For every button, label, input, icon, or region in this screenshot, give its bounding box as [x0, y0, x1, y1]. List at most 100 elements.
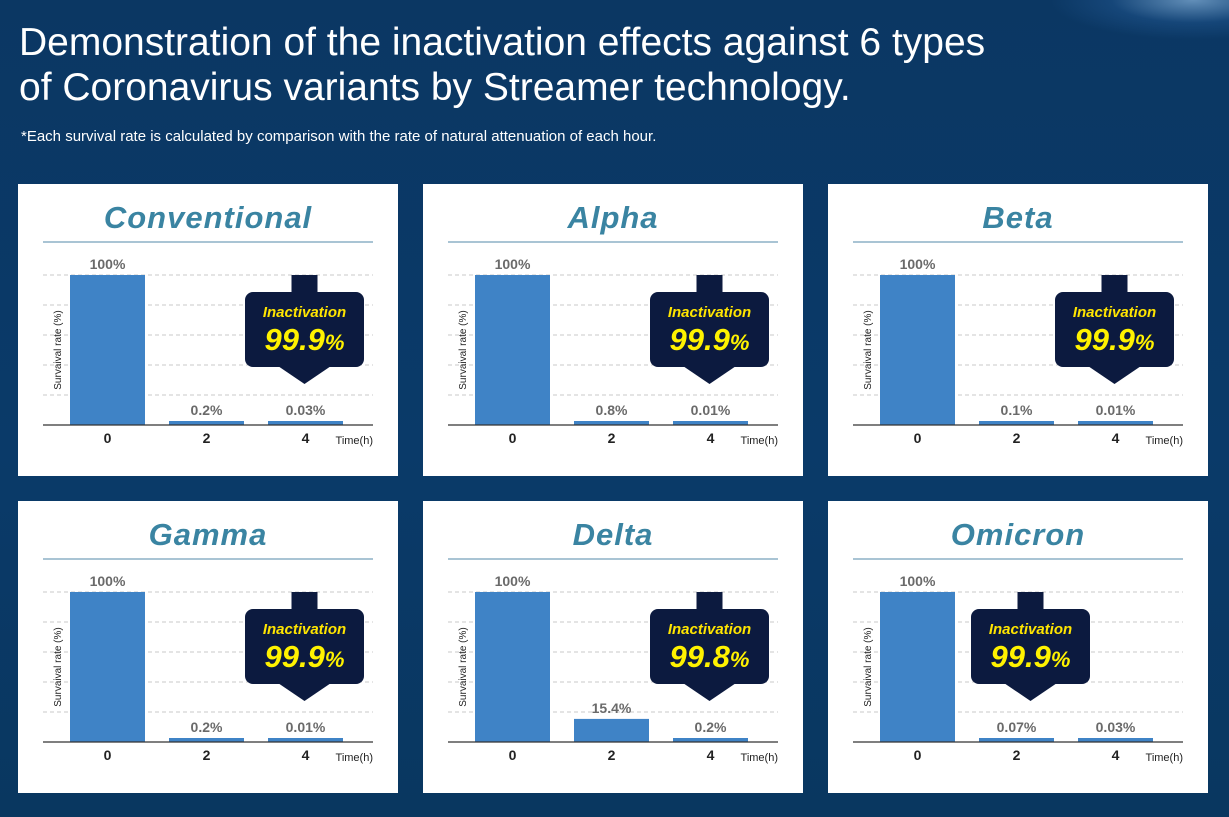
- y-axis-label: Survaival rate (%): [53, 310, 64, 389]
- data-label: 0.01%: [1096, 402, 1136, 418]
- data-label: 0.8%: [596, 402, 628, 418]
- x-tick-label: 0: [914, 747, 922, 763]
- bar-4h: [268, 421, 343, 425]
- arrow-down-icon: [681, 682, 738, 701]
- bar-0h: [70, 275, 145, 425]
- x-axis-label: Time(h): [741, 435, 778, 447]
- arrow-down-icon: [1002, 682, 1059, 701]
- badge-value-unit: %: [325, 330, 345, 355]
- bar-2h: [574, 718, 649, 742]
- bar-0h: [475, 275, 550, 425]
- x-axis-label: Time(h): [741, 752, 778, 764]
- chart-panel-delta: Delta Survaival rate (%) 100% 0 15.4% 2 0.2% 4…: [423, 501, 803, 793]
- bar-4h: [1078, 421, 1153, 425]
- y-axis-label: Survaival rate (%): [458, 310, 469, 389]
- title-line-1: Demonstration of the inactivation effect…: [19, 21, 986, 64]
- badge-box: [245, 609, 364, 684]
- bar-chart: Survaival rate (%) 100% 0 0.1% 2 0.01% 4 Time(h…: [853, 241, 1183, 447]
- data-label: 0.07%: [997, 719, 1037, 735]
- badge-value: 99.9%: [991, 639, 1071, 674]
- x-tick-label: 0: [509, 747, 517, 763]
- data-label: 100%: [900, 256, 936, 272]
- badge-value-number: 99.9: [670, 322, 731, 357]
- x-axis-label: Time(h): [1146, 435, 1183, 447]
- x-tick-label: 2: [203, 747, 211, 763]
- arrow-down-icon: [681, 365, 738, 384]
- x-tick-label: 2: [1013, 430, 1021, 446]
- x-tick-label: 4: [1112, 430, 1120, 446]
- data-label: 0.03%: [1096, 719, 1136, 735]
- footnote: *Each survival rate is calculated by com…: [21, 128, 657, 145]
- chart-panel-alpha: Alpha Survaival rate (%) 100% 0 0.8% 2 0.01% 4…: [423, 184, 803, 476]
- bar-chart: Survaival rate (%) 100% 0 0.07% 2 0.03% 4 Time(…: [853, 558, 1183, 764]
- badge-value: 99.8%: [670, 639, 750, 674]
- x-tick-label: 2: [608, 430, 616, 446]
- bar-chart: Survaival rate (%) 100% 0 0.2% 2 0.03% 4 Time(h…: [43, 241, 373, 447]
- badge-value-unit: %: [325, 647, 345, 672]
- badge-value-number: 99.9: [265, 322, 326, 357]
- bar-4h: [673, 738, 748, 742]
- badge-value-number: 99.9: [265, 639, 326, 674]
- chart-panel-gamma: Gamma Survaival rate (%) 100% 0 0.2% 2 0.01% 4…: [18, 501, 398, 793]
- chart-title: Delta: [572, 517, 654, 552]
- page-title: Demonstration of the inactivation effect…: [19, 20, 1119, 110]
- data-label: 100%: [495, 256, 531, 272]
- data-label: 0.03%: [286, 402, 326, 418]
- data-label: 0.2%: [695, 719, 727, 735]
- bar-2h: [979, 738, 1054, 742]
- badge-value-number: 99.9: [1075, 322, 1136, 357]
- data-label: 0.2%: [191, 719, 223, 735]
- x-tick-label: 0: [914, 430, 922, 446]
- badge-box: [650, 609, 769, 684]
- badge-label: Inactivation: [668, 304, 751, 321]
- x-tick-label: 0: [104, 430, 112, 446]
- chart-title: Omicron: [950, 517, 1086, 552]
- bar-4h: [1078, 738, 1153, 742]
- x-tick-label: 2: [608, 747, 616, 763]
- bar-0h: [70, 592, 145, 742]
- bar-2h: [574, 421, 649, 425]
- x-tick-label: 4: [707, 747, 715, 763]
- data-label: 100%: [90, 573, 126, 589]
- badge-box: [650, 292, 769, 367]
- chart-panel-beta: Beta Survaival rate (%) 100% 0 0.1% 2 0.01% 4 T…: [828, 184, 1208, 476]
- badge-value-unit: %: [1135, 330, 1155, 355]
- badge-box: [1055, 292, 1174, 367]
- x-tick-label: 0: [509, 430, 517, 446]
- badge-value-unit: %: [730, 647, 750, 672]
- badge-value: 99.9%: [265, 639, 345, 674]
- data-label: 15.4%: [592, 700, 632, 716]
- data-label: 0.2%: [191, 402, 223, 418]
- x-axis-label: Time(h): [336, 752, 373, 764]
- x-tick-label: 4: [1112, 747, 1120, 763]
- arrow-down-icon: [276, 682, 333, 701]
- badge-label: Inactivation: [263, 304, 346, 321]
- badge-box: [245, 292, 364, 367]
- badge-label: Inactivation: [989, 621, 1072, 638]
- chart-title: Conventional: [103, 200, 313, 235]
- chart-title: Beta: [982, 200, 1054, 235]
- arrow-down-icon: [1086, 365, 1143, 384]
- chart-panel-conventional: Conventional Survaival rate (%) 100% 0 0.2%…: [18, 184, 398, 476]
- bar-0h: [880, 275, 955, 425]
- badge-label: Inactivation: [668, 621, 751, 638]
- badge-value: 99.9%: [265, 322, 345, 357]
- data-label: 0.01%: [286, 719, 326, 735]
- data-label: 0.1%: [1001, 402, 1033, 418]
- data-label: 100%: [900, 573, 936, 589]
- badge-label: Inactivation: [1073, 304, 1156, 321]
- badge-label: Inactivation: [263, 621, 346, 638]
- x-tick-label: 4: [707, 430, 715, 446]
- y-axis-label: Survaival rate (%): [53, 627, 64, 706]
- bar-2h: [169, 421, 244, 425]
- y-axis-label: Survaival rate (%): [458, 627, 469, 706]
- corner-light-decoration: [1049, 0, 1229, 40]
- badge-value-number: 99.8: [670, 639, 731, 674]
- data-label: 100%: [495, 573, 531, 589]
- x-tick-label: 4: [302, 430, 310, 446]
- badge-value-number: 99.9: [991, 639, 1052, 674]
- arrow-down-icon: [276, 365, 333, 384]
